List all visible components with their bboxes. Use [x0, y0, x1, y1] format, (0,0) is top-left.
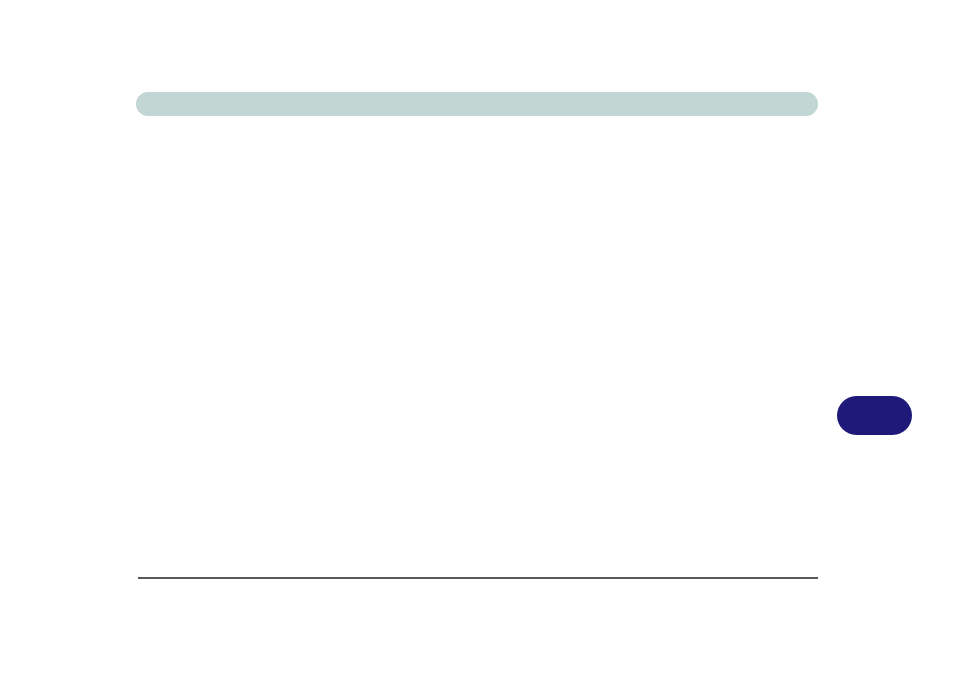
- section-divider: [138, 577, 818, 579]
- primary-action-button[interactable]: [837, 396, 912, 435]
- top-bar: [136, 92, 818, 116]
